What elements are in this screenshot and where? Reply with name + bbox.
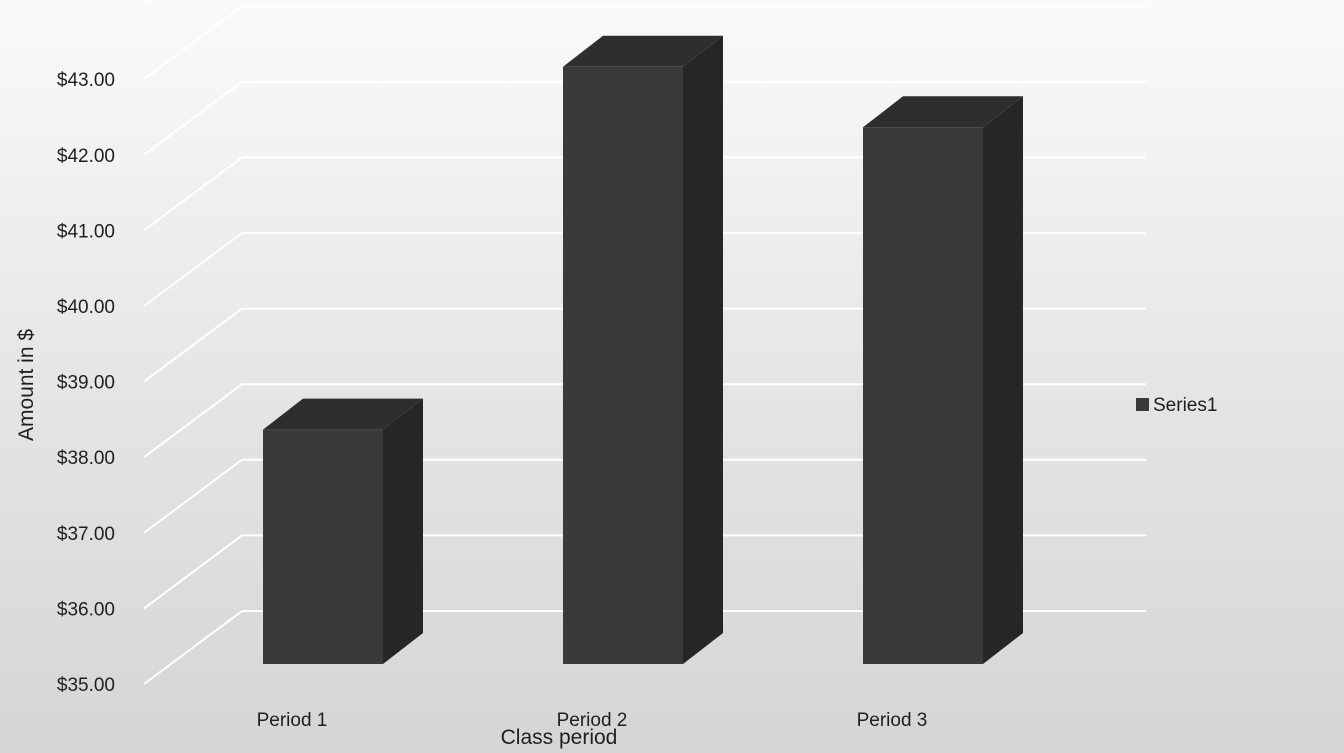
bars — [263, 35, 1023, 665]
gridline — [143, 80, 1146, 156]
gridline — [143, 307, 1146, 383]
gridline — [143, 232, 1146, 307]
bar-top — [263, 398, 423, 430]
bar-side — [683, 35, 723, 664]
bar-top — [563, 35, 723, 67]
gridline — [143, 0, 151, 5]
bar-front — [563, 66, 683, 664]
gridline — [143, 458, 1146, 534]
bar — [263, 398, 423, 664]
gridline — [143, 610, 1146, 685]
y-tick-label: $36.00 — [57, 599, 115, 620]
y-axis-title: Amount in $ — [15, 329, 38, 441]
y-tick-label: $37.00 — [57, 524, 115, 545]
gridline — [143, 156, 1146, 232]
category-labels: Period 1 Period 2 Period 3 — [257, 710, 928, 731]
bar-front — [863, 127, 983, 665]
y-tick-label: $38.00 — [57, 448, 115, 469]
y-tick-label: $39.00 — [57, 373, 115, 394]
bar-side — [983, 96, 1023, 665]
y-tick-label: $41.00 — [57, 221, 115, 242]
grid-lines — [143, 0, 1146, 685]
bar-front — [263, 429, 383, 664]
x-axis-title: Class period — [501, 726, 618, 749]
y-tick-label: $43.00 — [57, 70, 115, 91]
category-label: Period 2 — [557, 710, 628, 731]
category-label: Period 1 — [257, 710, 328, 731]
category-label: Period 3 — [857, 710, 928, 731]
bar-side — [383, 398, 423, 664]
legend-label: Series1 — [1153, 395, 1217, 416]
y-tick-label: $40.00 — [57, 297, 115, 318]
bar — [863, 96, 1023, 665]
legend: Series1 — [1136, 395, 1217, 416]
bar — [563, 35, 723, 664]
gridline — [143, 5, 1146, 81]
gridline — [143, 383, 1146, 459]
y-tick-labels: $35.00 $36.00 $37.00 $38.00 $39.00 $40.00 $41.… — [57, 70, 115, 696]
y-tick-label: $42.00 — [57, 146, 115, 167]
gridline — [143, 534, 1146, 610]
legend-swatch — [1136, 398, 1149, 411]
y-tick-label: $35.00 — [57, 675, 115, 696]
bar-top — [863, 96, 1023, 128]
